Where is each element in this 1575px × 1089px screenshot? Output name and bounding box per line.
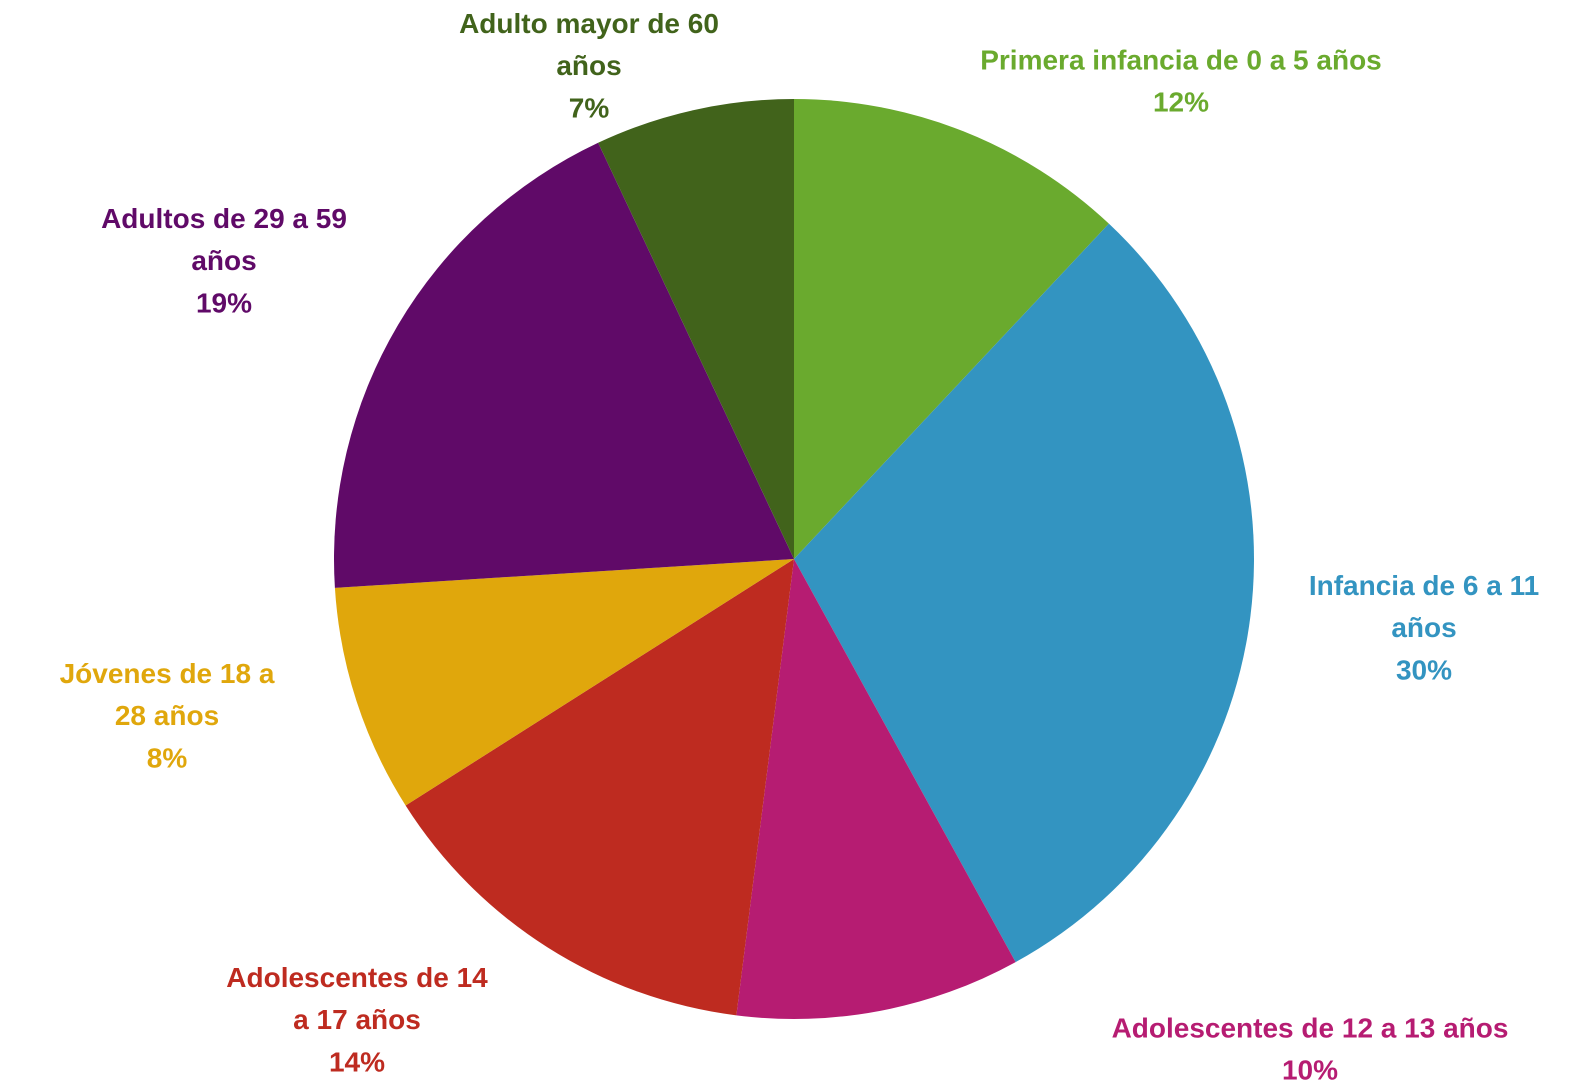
slice-value-label: 7% bbox=[569, 92, 610, 123]
slice-value-label: 14% bbox=[329, 1046, 385, 1077]
slice-value-label: 19% bbox=[196, 287, 252, 318]
pie-slice bbox=[598, 99, 794, 559]
slice-label: Adultos de 29 a 59 años bbox=[101, 203, 347, 276]
slice-value-label: 30% bbox=[1396, 654, 1452, 685]
pie-slice bbox=[334, 559, 794, 806]
slice-value-label: 12% bbox=[1153, 86, 1209, 117]
slice-value-label: 8% bbox=[147, 742, 188, 773]
pie-slice bbox=[334, 142, 794, 588]
slice-label: Adolescentes de 14 a 17 años bbox=[226, 962, 488, 1035]
pie-slice bbox=[736, 559, 1016, 1019]
slice-label: Adolescentes de 12 a 13 años bbox=[1112, 1012, 1509, 1043]
slice-label: Adulto mayor de 60 años bbox=[459, 8, 719, 81]
slice-label: Jóvenes de 18 a 28 años bbox=[60, 658, 275, 731]
slice-value-label: 10% bbox=[1282, 1054, 1338, 1085]
slice-label: Primera infancia de 0 a 5 años bbox=[980, 44, 1382, 75]
pie-slice bbox=[794, 99, 1109, 559]
pie-slice bbox=[405, 559, 794, 1016]
slice-label: Infancia de 6 a 11 años bbox=[1309, 570, 1539, 643]
pie-slice bbox=[794, 223, 1254, 963]
